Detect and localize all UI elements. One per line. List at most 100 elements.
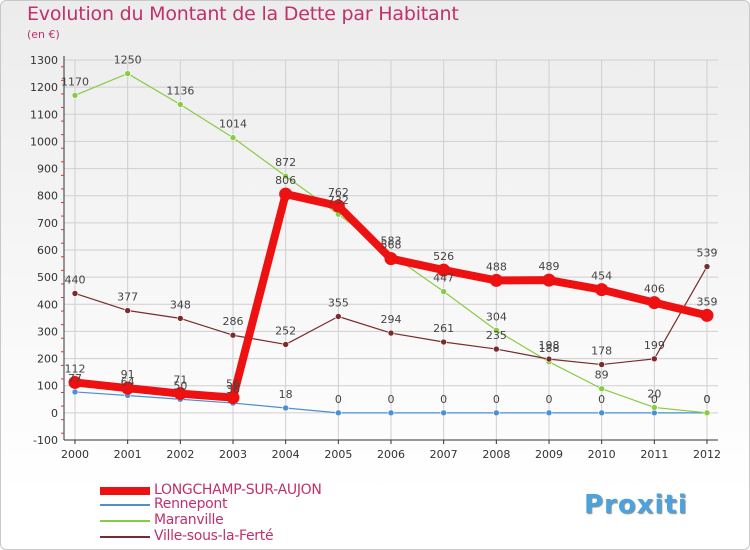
data-label-maranville: 872 — [275, 156, 296, 169]
x-tick-label: 2007 — [430, 448, 458, 461]
data-point-maranville — [493, 327, 500, 334]
data-label-rennepont: 18 — [279, 388, 293, 401]
chart-unit-label: (en €) — [27, 28, 60, 41]
data-point-longchamp-sur-aujon — [226, 391, 240, 405]
y-tick-label: 400 — [37, 298, 58, 311]
x-tick-label: 2004 — [272, 448, 300, 461]
y-tick-label: -100 — [33, 434, 58, 447]
x-tick-label: 2002 — [166, 448, 194, 461]
data-label-ville-sous-la-ferte: 198 — [539, 339, 560, 352]
legend-label-ville-sous-la-ferte: Ville-sous-la-Ferté — [154, 528, 274, 544]
y-tick-label: 200 — [37, 353, 58, 366]
data-label-maranville: 583 — [381, 235, 402, 248]
legend-label-maranville: Maranville — [154, 512, 224, 528]
data-point-rennepont — [493, 409, 500, 417]
data-label-rennepont: 0 — [335, 393, 342, 406]
data-point-rennepont — [282, 404, 289, 412]
data-label-maranville: 1250 — [114, 54, 142, 67]
data-label-rennepont: 0 — [546, 393, 553, 406]
data-point-longchamp-sur-aujon — [173, 387, 187, 401]
data-label-maranville: 304 — [486, 310, 507, 323]
chart-title: Evolution du Montant de la Dette par Hab… — [27, 3, 459, 25]
data-label-maranville: 89 — [595, 369, 609, 382]
data-point-longchamp-sur-aujon — [331, 199, 345, 213]
data-point-longchamp-sur-aujon — [595, 283, 609, 297]
y-tick-label: 100 — [37, 380, 58, 393]
x-tick-label: 2011 — [640, 448, 668, 461]
data-label-longchamp-sur-aujon: 71 — [173, 374, 187, 387]
data-label-rennepont: 0 — [651, 393, 658, 406]
data-label-maranville: 447 — [433, 272, 454, 285]
data-point-rennepont — [387, 409, 395, 417]
y-tick-label: 1200 — [30, 81, 58, 94]
data-label-longchamp-sur-aujon: 488 — [486, 260, 507, 273]
data-label-ville-sous-la-ferte: 377 — [117, 291, 138, 304]
data-point-maranville — [598, 385, 605, 393]
data-label-rennepont: 0 — [493, 393, 500, 406]
data-point-rennepont — [598, 409, 605, 417]
data-point-ville-sous-la-ferte — [387, 329, 395, 337]
data-label-ville-sous-la-ferte: 294 — [381, 313, 402, 326]
data-label-longchamp-sur-aujon: 56 — [226, 378, 240, 391]
x-tick-label: 2000 — [61, 448, 89, 461]
data-label-longchamp-sur-aujon: 489 — [539, 260, 560, 273]
data-point-ville-sous-la-ferte — [335, 313, 342, 320]
data-label-maranville: 0 — [704, 393, 711, 406]
data-point-maranville — [124, 70, 131, 77]
y-tick-label: 800 — [37, 190, 58, 203]
y-tick-label: 600 — [37, 244, 58, 257]
y-tick-label: 1100 — [30, 108, 58, 121]
data-label-ville-sous-la-ferte: 252 — [275, 324, 296, 337]
data-label-maranville: 20 — [647, 387, 661, 400]
x-tick-label: 2010 — [588, 448, 616, 461]
data-label-ville-sous-la-ferte: 348 — [170, 298, 191, 311]
data-point-maranville — [177, 101, 184, 108]
data-label-longchamp-sur-aujon: 454 — [591, 270, 612, 283]
data-point-maranville — [282, 172, 289, 180]
data-label-ville-sous-la-ferte: 261 — [433, 322, 454, 335]
legend-swatch-maranville — [100, 520, 150, 522]
y-tick-label: 700 — [37, 217, 58, 230]
data-label-ville-sous-la-ferte: 355 — [328, 297, 349, 310]
legend-label-longchamp: LONGCHAMP-SUR-AUJON — [154, 482, 322, 498]
data-label-rennepont: 0 — [598, 393, 605, 406]
y-tick-label: 900 — [37, 163, 58, 176]
data-point-rennepont — [545, 409, 553, 417]
data-label-rennepont: 77 — [68, 372, 82, 385]
data-point-longchamp-sur-aujon — [542, 273, 556, 287]
data-label-rennepont: 0 — [388, 393, 395, 406]
data-point-maranville — [703, 409, 711, 417]
data-label-maranville: 188 — [539, 342, 560, 355]
data-point-ville-sous-la-ferte — [177, 315, 184, 322]
data-label-longchamp-sur-aujon: 112 — [65, 362, 86, 375]
data-point-ville-sous-la-ferte — [703, 263, 711, 270]
data-label-longchamp-sur-aujon: 806 — [275, 174, 296, 187]
data-point-ville-sous-la-ferte — [71, 290, 79, 297]
data-point-longchamp-sur-aujon — [68, 375, 82, 389]
y-tick-label: 1300 — [30, 54, 58, 67]
x-tick-label: 2008 — [482, 448, 510, 461]
data-point-ville-sous-la-ferte — [124, 307, 131, 314]
data-label-maranville: 1136 — [166, 85, 194, 98]
data-point-longchamp-sur-aujon — [121, 381, 135, 395]
data-label-longchamp-sur-aujon: 762 — [328, 186, 349, 199]
y-tick-label: 300 — [37, 325, 58, 338]
data-point-longchamp-sur-aujon — [647, 296, 661, 310]
legend-swatch-rennepont — [100, 504, 150, 506]
proxiti-logo: Proxiti — [584, 490, 688, 520]
data-label-ville-sous-la-ferte: 178 — [591, 345, 612, 358]
data-point-ville-sous-la-ferte — [493, 345, 500, 353]
x-tick-label: 2009 — [535, 448, 563, 461]
data-label-longchamp-sur-aujon: 359 — [697, 295, 718, 308]
data-label-ville-sous-la-ferte: 440 — [65, 273, 86, 286]
data-point-ville-sous-la-ferte — [229, 331, 237, 339]
data-point-ville-sous-la-ferte — [598, 361, 605, 368]
data-point-maranville — [71, 91, 79, 99]
data-label-maranville: 732 — [328, 194, 349, 207]
data-point-longchamp-sur-aujon — [700, 308, 714, 322]
data-point-longchamp-sur-aujon — [437, 263, 451, 277]
data-label-longchamp-sur-aujon: 568 — [381, 239, 402, 252]
data-label-ville-sous-la-ferte: 286 — [223, 315, 244, 328]
data-point-ville-sous-la-ferte — [651, 355, 658, 363]
